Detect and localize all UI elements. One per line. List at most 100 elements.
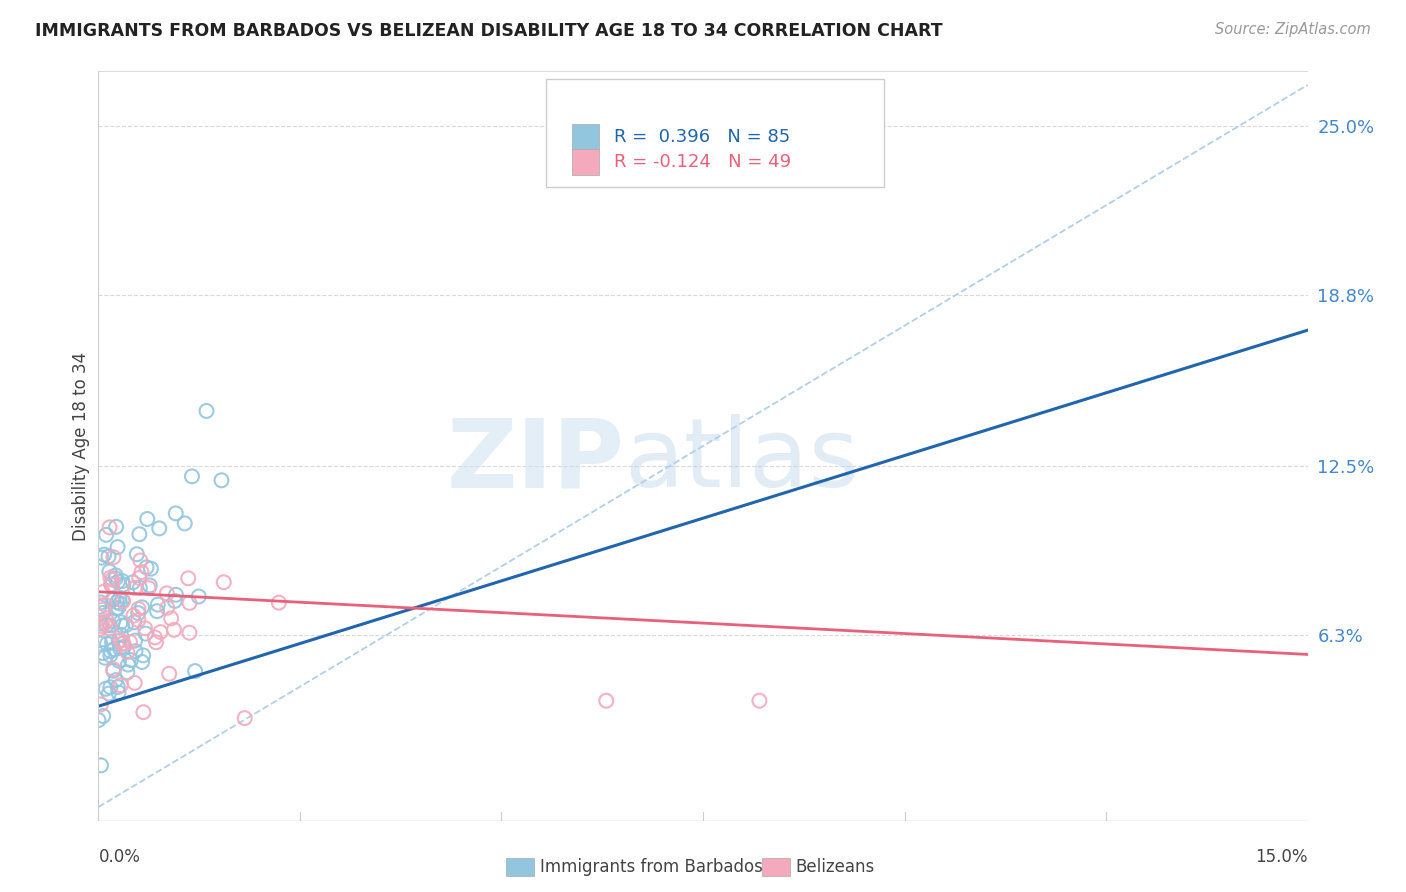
Point	[127, 602, 149, 616]
Text: ZIP: ZIP	[447, 415, 624, 508]
Point	[101, 593, 124, 607]
Point	[105, 601, 128, 615]
Point	[94, 615, 117, 630]
Point	[90, 616, 112, 631]
Point	[91, 619, 114, 633]
Point	[89, 637, 111, 651]
Point	[135, 626, 157, 640]
Point	[103, 550, 125, 565]
Point	[103, 592, 125, 607]
Point	[107, 634, 129, 648]
Point	[125, 547, 148, 561]
Point	[595, 694, 617, 708]
Point	[267, 596, 290, 610]
Point	[212, 575, 235, 590]
Text: Source: ZipAtlas.com: Source: ZipAtlas.com	[1215, 22, 1371, 37]
Point	[117, 645, 139, 659]
Point	[122, 575, 145, 590]
Point	[107, 600, 129, 615]
Point	[131, 600, 153, 615]
Point	[90, 758, 112, 772]
Point	[160, 611, 183, 625]
Point	[100, 571, 122, 585]
Point	[96, 528, 118, 542]
Point	[148, 521, 170, 535]
Point	[87, 713, 110, 727]
Point	[108, 641, 131, 656]
Point	[104, 568, 127, 582]
Point	[98, 565, 121, 579]
Point	[89, 599, 111, 614]
Point	[90, 595, 112, 609]
Point	[128, 571, 150, 585]
Point	[157, 666, 180, 681]
Point	[91, 646, 114, 660]
Text: atlas: atlas	[624, 415, 859, 508]
Point	[179, 596, 201, 610]
Point	[132, 648, 155, 663]
Point	[94, 681, 117, 696]
Text: Immigrants from Barbados: Immigrants from Barbados	[540, 858, 763, 876]
Point	[111, 574, 134, 588]
Point	[124, 633, 146, 648]
Point	[91, 606, 114, 620]
Point	[156, 600, 179, 615]
Point	[181, 469, 204, 483]
Point	[131, 655, 153, 669]
Point	[108, 597, 131, 611]
Point	[146, 598, 169, 612]
Point	[98, 520, 121, 534]
Y-axis label: Disability Age 18 to 34: Disability Age 18 to 34	[72, 351, 90, 541]
Point	[136, 512, 159, 526]
Point	[100, 577, 122, 591]
Point	[100, 644, 122, 658]
Point	[98, 618, 121, 632]
Text: 15.0%: 15.0%	[1256, 848, 1308, 866]
Point	[111, 637, 134, 651]
Point	[117, 665, 139, 680]
Point	[124, 676, 146, 690]
Point	[112, 636, 135, 650]
Point	[91, 585, 114, 599]
Point	[129, 553, 152, 567]
Point	[233, 711, 256, 725]
Point	[117, 657, 139, 672]
Point	[94, 598, 117, 612]
Point	[146, 604, 169, 618]
Point	[135, 560, 157, 574]
Point	[91, 602, 114, 616]
Point	[163, 594, 186, 608]
Point	[107, 685, 129, 699]
Point	[127, 613, 149, 627]
Point	[163, 623, 186, 637]
Point	[211, 473, 233, 487]
Point	[98, 680, 121, 694]
Text: 0.0%: 0.0%	[98, 848, 141, 866]
Point	[122, 608, 145, 623]
Point	[748, 694, 770, 708]
Point	[110, 628, 132, 642]
Point	[101, 614, 124, 628]
Point	[124, 581, 146, 595]
Point	[187, 590, 209, 604]
Point	[138, 581, 160, 595]
Point	[128, 527, 150, 541]
Point	[103, 642, 125, 657]
FancyBboxPatch shape	[546, 78, 884, 187]
Point	[111, 618, 134, 632]
Point	[108, 654, 131, 668]
Point	[110, 633, 132, 648]
Point	[96, 637, 118, 651]
Point	[97, 687, 120, 701]
Point	[112, 594, 135, 608]
Point	[124, 644, 146, 658]
Point	[108, 592, 131, 607]
Point	[132, 705, 155, 719]
Point	[128, 581, 150, 595]
Point	[103, 664, 125, 678]
Point	[145, 635, 167, 649]
Point	[139, 562, 162, 576]
Point	[156, 586, 179, 600]
Text: IMMIGRANTS FROM BARBADOS VS BELIZEAN DISABILITY AGE 18 TO 34 CORRELATION CHART: IMMIGRANTS FROM BARBADOS VS BELIZEAN DIS…	[35, 22, 943, 40]
Point	[118, 635, 141, 649]
